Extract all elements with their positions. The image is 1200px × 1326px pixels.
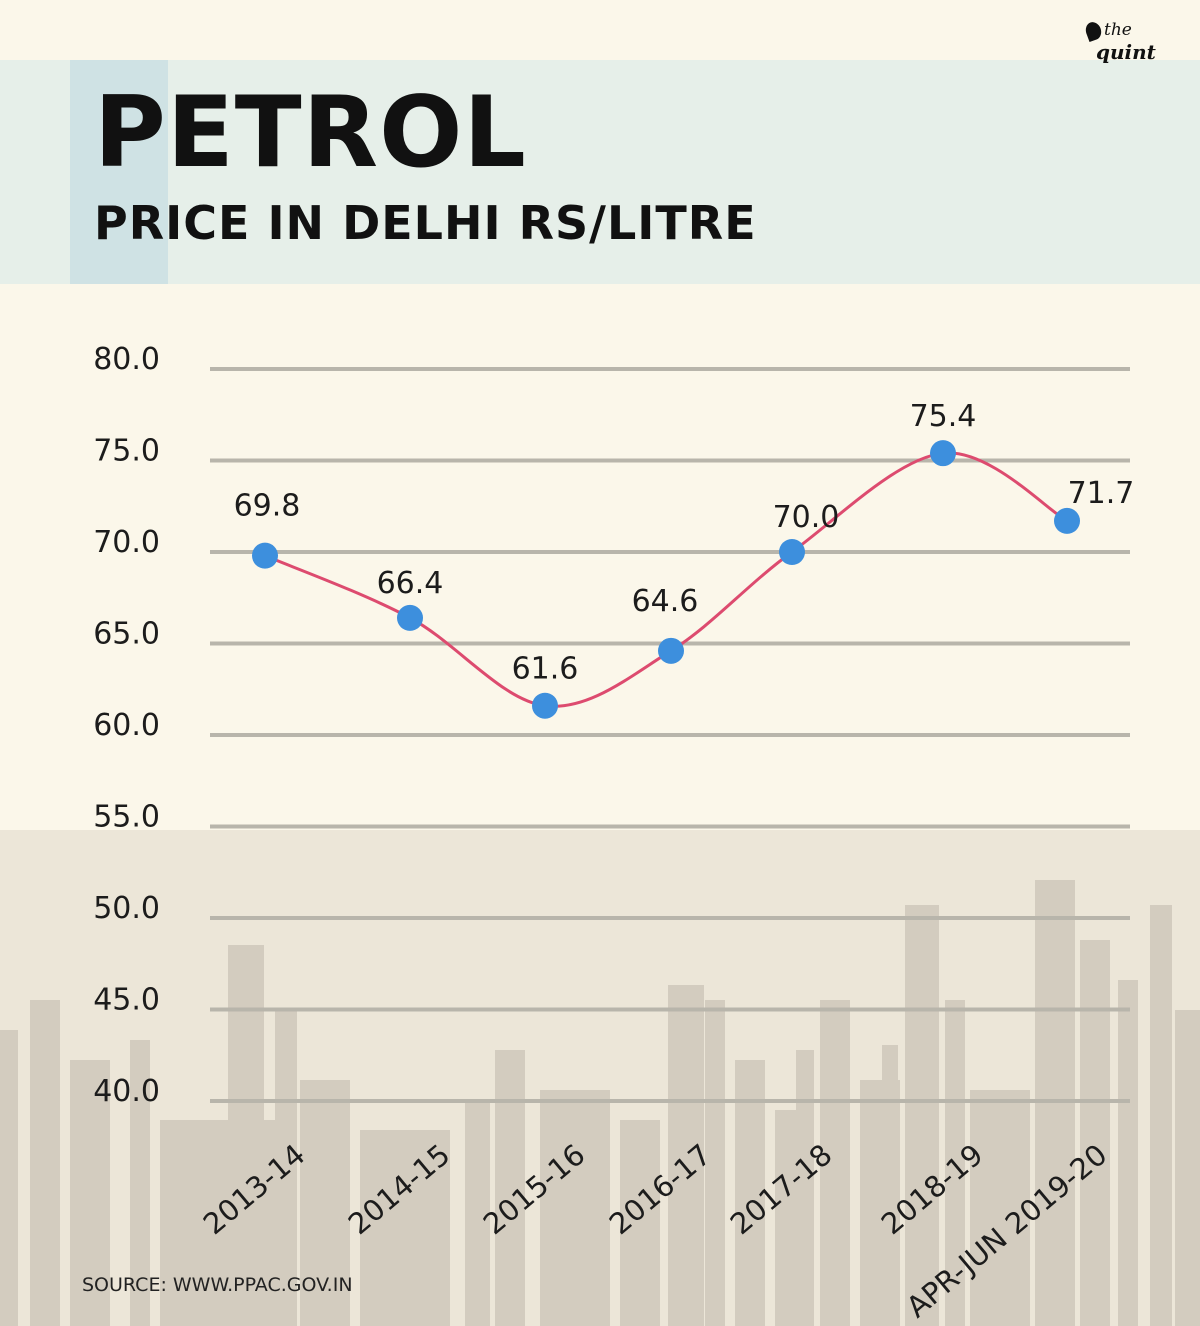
y-axis: 80.0 75.0 70.0 65.0 60.0 55.0 50.0 45.0 40.0 — [93, 342, 160, 1109]
y-tick-label: 55.0 — [93, 800, 160, 835]
data-label: 75.4 — [910, 399, 977, 434]
data-label: 61.6 — [512, 652, 579, 687]
data-point — [779, 539, 805, 565]
source-note: SOURCE: WWW.PPAC.GOV.IN — [82, 1274, 353, 1296]
refinery-tower — [360, 1130, 450, 1326]
refinery-tower — [540, 1090, 610, 1326]
refinery-tower — [30, 1000, 60, 1326]
y-tick-label: 65.0 — [93, 617, 160, 652]
data-label: 66.4 — [377, 566, 444, 601]
refinery-tower — [1080, 940, 1110, 1326]
chart-subtitle: PRICE IN DELHI RS/LITRE — [94, 196, 757, 250]
refinery-tower — [1118, 980, 1138, 1326]
refinery-tower — [275, 1010, 297, 1326]
refinery-tower — [882, 1045, 898, 1326]
data-label: 71.7 — [1068, 476, 1135, 511]
refinery-tower — [1150, 905, 1172, 1326]
y-tick-label: 50.0 — [93, 891, 160, 926]
refinery-tower — [905, 905, 939, 1326]
refinery-tower — [820, 1000, 850, 1326]
series-petrol-price: 69.8 66.4 61.6 64.6 70.0 75.4 71.7 — [234, 399, 1135, 719]
refinery-tower — [465, 1100, 490, 1326]
refinery-tower — [1175, 1010, 1200, 1326]
y-tick-label: 75.0 — [93, 434, 160, 469]
data-point — [1054, 507, 1080, 534]
y-tick-label: 40.0 — [93, 1074, 160, 1109]
data-point — [397, 604, 423, 631]
refinery-skyline-silhouette — [0, 880, 1200, 1326]
y-tick-label: 80.0 — [93, 342, 160, 377]
header-band — [0, 60, 1200, 284]
logo-text-the: the — [1104, 20, 1132, 40]
data-point — [930, 440, 956, 467]
logo-text-quint: quint — [1096, 40, 1156, 64]
the-quint-logo: the quint — [1083, 14, 1166, 70]
data-point — [252, 542, 278, 569]
refinery-tower — [705, 1000, 725, 1326]
data-label: 69.8 — [234, 489, 301, 524]
refinery-tower — [620, 1120, 660, 1326]
refinery-tower — [735, 1060, 765, 1326]
data-point — [658, 637, 684, 664]
header-accent-stripe — [70, 60, 168, 284]
refinery-tower — [300, 1080, 350, 1326]
refinery-tower — [970, 1090, 1030, 1326]
y-tick-label: 45.0 — [93, 983, 160, 1018]
refinery-tower — [495, 1050, 525, 1326]
refinery-tower — [70, 1060, 110, 1326]
data-point — [532, 692, 558, 719]
refinery-tower — [228, 945, 264, 1326]
y-tick-label: 60.0 — [93, 708, 160, 743]
y-tick-label: 70.0 — [93, 525, 160, 560]
refinery-tower — [796, 1050, 814, 1326]
refinery-tower — [668, 985, 704, 1326]
data-label: 70.0 — [773, 500, 840, 535]
chart-title: PETROL — [94, 76, 527, 190]
refinery-tower — [0, 1030, 18, 1326]
refinery-tower — [945, 1000, 965, 1326]
refinery-tower — [130, 1040, 150, 1326]
data-label: 64.6 — [632, 584, 699, 619]
